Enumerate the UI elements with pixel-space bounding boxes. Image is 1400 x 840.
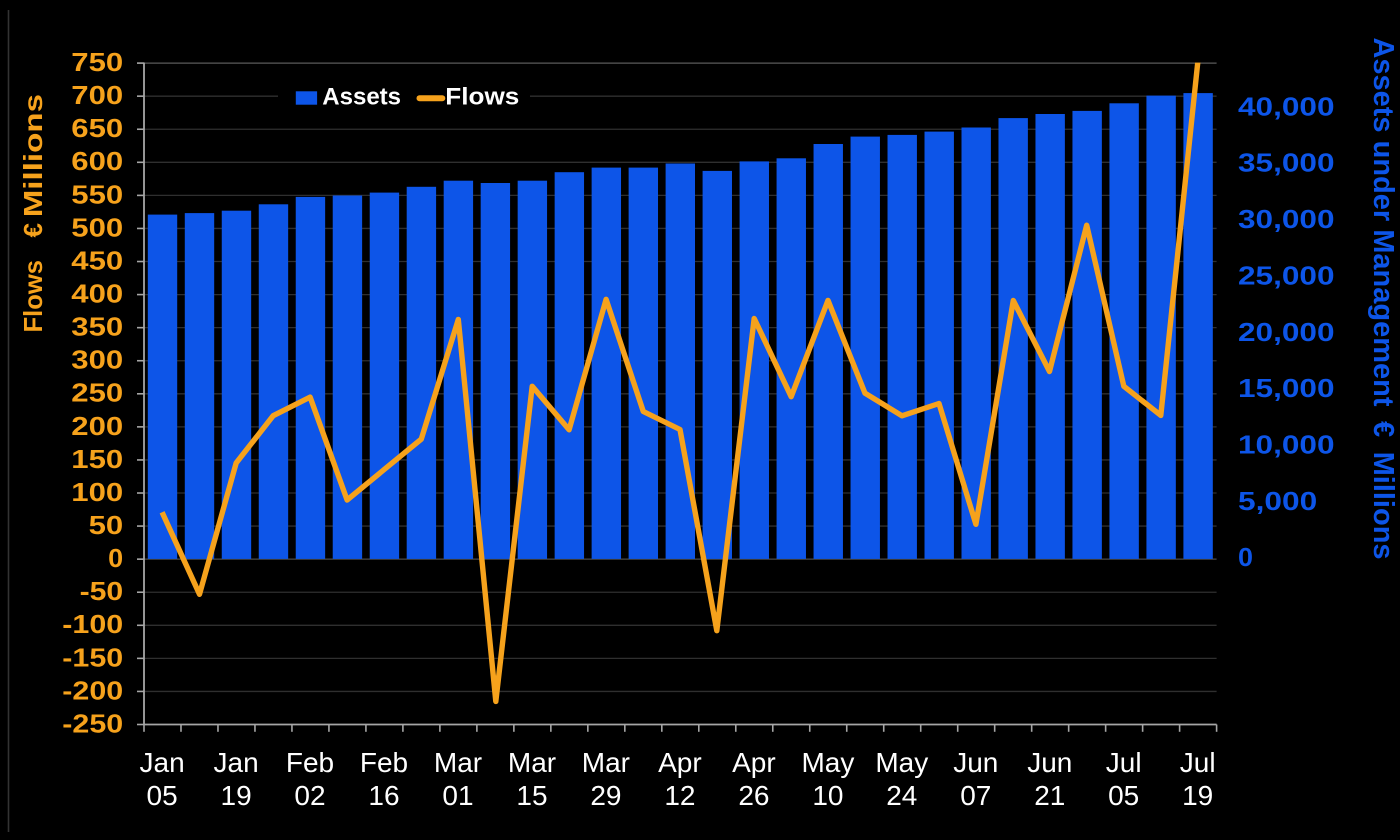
svg-text:350: 350 — [71, 312, 123, 342]
svg-text:400: 400 — [71, 279, 123, 309]
svg-text:Flows: Flows — [445, 84, 519, 111]
svg-text:15: 15 — [516, 780, 547, 811]
svg-text:Flows: Flows — [18, 260, 48, 333]
svg-text:150: 150 — [71, 444, 123, 474]
svg-text:Jul: Jul — [1106, 747, 1142, 778]
svg-text:19: 19 — [1182, 780, 1213, 811]
svg-text:Mar: Mar — [434, 747, 482, 778]
svg-text:-150: -150 — [62, 642, 123, 672]
svg-text:Apr: Apr — [658, 747, 702, 778]
svg-text:600: 600 — [71, 146, 123, 176]
svg-text:16: 16 — [368, 780, 399, 811]
svg-text:15,000: 15,000 — [1238, 373, 1335, 403]
svg-text:10: 10 — [812, 780, 843, 811]
svg-text:21: 21 — [1034, 780, 1065, 811]
svg-text:5,000: 5,000 — [1238, 486, 1317, 516]
svg-text:Feb: Feb — [286, 747, 334, 778]
svg-text:450: 450 — [71, 245, 123, 275]
svg-text:May: May — [875, 747, 928, 778]
svg-text:20,000: 20,000 — [1238, 317, 1335, 347]
svg-text:12: 12 — [664, 780, 695, 811]
svg-text:Assets: Assets — [322, 84, 401, 111]
svg-text:Mar: Mar — [582, 747, 630, 778]
svg-text:550: 550 — [71, 179, 123, 209]
svg-text:05: 05 — [147, 780, 178, 811]
svg-text:Jun: Jun — [1027, 747, 1072, 778]
svg-text:25,000: 25,000 — [1238, 260, 1335, 290]
svg-text:01: 01 — [442, 780, 473, 811]
svg-text:May: May — [801, 747, 854, 778]
svg-text:50: 50 — [89, 510, 124, 540]
svg-text:Assets under Management € Mill: Assets under Management € Millions — [1367, 37, 1399, 559]
svg-text:29: 29 — [590, 780, 621, 811]
svg-text:30,000: 30,000 — [1238, 204, 1335, 234]
svg-text:Jan: Jan — [140, 747, 185, 778]
svg-text:Mar: Mar — [508, 747, 556, 778]
svg-text:Jun: Jun — [953, 747, 998, 778]
svg-text:750: 750 — [71, 47, 123, 77]
svg-text:40,000: 40,000 — [1238, 91, 1335, 121]
svg-text:10,000: 10,000 — [1238, 429, 1335, 459]
svg-text:700: 700 — [71, 80, 123, 110]
svg-text:Apr: Apr — [732, 747, 776, 778]
svg-text:0: 0 — [1238, 542, 1253, 572]
svg-text:100: 100 — [71, 477, 123, 507]
svg-text:05: 05 — [1108, 780, 1139, 811]
svg-text:0: 0 — [108, 543, 123, 573]
svg-text:500: 500 — [71, 212, 123, 242]
svg-text:650: 650 — [71, 113, 123, 143]
svg-text:€: € — [18, 223, 48, 238]
svg-text:Jul: Jul — [1180, 747, 1216, 778]
svg-text:07: 07 — [960, 780, 991, 811]
svg-text:300: 300 — [71, 345, 123, 375]
svg-text:-250: -250 — [62, 708, 123, 738]
svg-text:19: 19 — [221, 780, 252, 811]
svg-text:24: 24 — [886, 780, 917, 811]
svg-text:Jan: Jan — [214, 747, 259, 778]
svg-text:-100: -100 — [62, 609, 123, 639]
svg-text:-50: -50 — [80, 576, 124, 606]
svg-text:200: 200 — [71, 411, 123, 441]
svg-text:02: 02 — [294, 780, 325, 811]
svg-text:Feb: Feb — [360, 747, 408, 778]
svg-text:26: 26 — [738, 780, 769, 811]
svg-text:Millions: Millions — [18, 94, 48, 217]
svg-text:-200: -200 — [62, 675, 123, 705]
svg-text:250: 250 — [71, 378, 123, 408]
svg-text:35,000: 35,000 — [1238, 148, 1335, 178]
